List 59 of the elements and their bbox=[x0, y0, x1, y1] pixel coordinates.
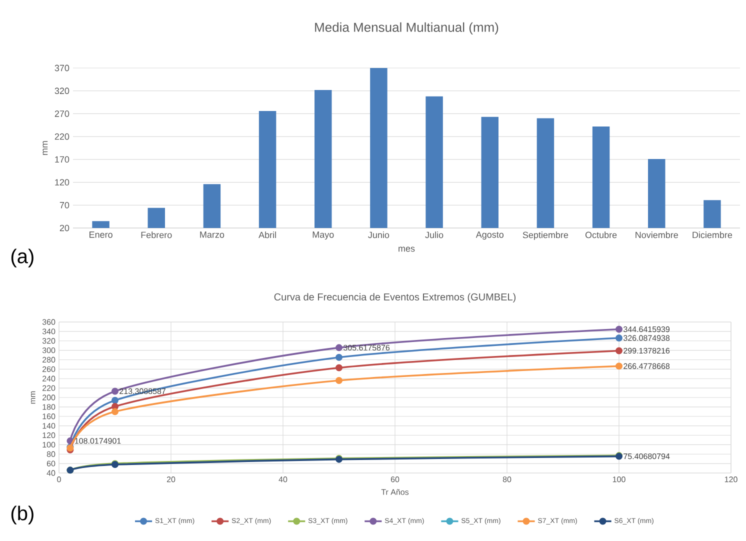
x-tick-label: Octubre bbox=[585, 232, 617, 238]
x-tick-label: 120 bbox=[724, 476, 738, 482]
data-label: 299.1378216 bbox=[624, 348, 670, 354]
data-label: 108.0174901 bbox=[75, 438, 121, 444]
y-tick-label: 220 bbox=[54, 133, 70, 140]
x-tick-label: Enero bbox=[90, 232, 112, 238]
x-tick-label: 40 bbox=[278, 476, 288, 482]
x-tick-label: Mayo bbox=[312, 232, 334, 240]
chart-title: Curva de Frecuencia de Eventos Extremos (GUMBEL) bbox=[274, 293, 516, 302]
y-tick-label: 270 bbox=[54, 110, 70, 117]
x-tick-label: 80 bbox=[502, 476, 512, 482]
y-tick-label: 140 bbox=[42, 422, 56, 429]
y-tick-label: 20 bbox=[60, 224, 70, 232]
y-axis-title: mm bbox=[30, 391, 36, 404]
x-tick-label: 60 bbox=[390, 476, 400, 482]
y-tick-label: 370 bbox=[54, 64, 70, 72]
chart-title: Media Mensual Multianual (mm) bbox=[315, 22, 498, 34]
y-tick-label: 120 bbox=[42, 432, 56, 438]
y-tick-label: 160 bbox=[42, 414, 56, 420]
y-tick-label: 300 bbox=[42, 347, 56, 354]
y-tick-label: 260 bbox=[42, 366, 56, 372]
x-axis-title: mes bbox=[398, 246, 415, 252]
data-label: 344.6415939 bbox=[624, 326, 670, 332]
y-tick-label: 320 bbox=[42, 338, 56, 344]
x-tick-label: Noviembre bbox=[636, 232, 678, 238]
x-tick-label: Abril bbox=[258, 232, 276, 238]
data-label: 305.6175876 bbox=[344, 344, 390, 351]
y-tick-label: 200 bbox=[42, 394, 56, 400]
y-tick-label: 180 bbox=[42, 404, 56, 410]
text: (b) bbox=[11, 506, 34, 524]
y-tick-label: 70 bbox=[60, 202, 70, 208]
y-tick-label: 40 bbox=[46, 470, 56, 476]
x-tick-label: Diciembre bbox=[692, 232, 732, 238]
x-tick-label: Septiembre bbox=[522, 232, 568, 240]
y-tick-label: 100 bbox=[42, 442, 56, 448]
x-tick-label: Junio bbox=[368, 232, 390, 238]
y-tick-label: 360 bbox=[42, 319, 56, 325]
y-tick-label: 120 bbox=[55, 179, 70, 186]
y-tick-label: 80 bbox=[46, 451, 56, 457]
y-tick-label: 340 bbox=[42, 328, 56, 334]
x-tick-label: Julio bbox=[425, 232, 444, 238]
x-tick-label: Marzo bbox=[200, 232, 224, 238]
y-tick-label: 60 bbox=[46, 460, 56, 466]
x-tick-label: 0 bbox=[57, 476, 61, 482]
y-tick-label: 240 bbox=[42, 376, 56, 382]
x-tick-label: Agosto bbox=[476, 232, 504, 240]
y-tick-label: 280 bbox=[42, 356, 56, 363]
data-label: 326.0874938 bbox=[624, 335, 670, 341]
text: (a) bbox=[11, 248, 34, 268]
data-label: 266.4778668 bbox=[624, 363, 670, 369]
y-tick-label: 320 bbox=[54, 88, 70, 94]
x-tick-label: Febrero bbox=[141, 232, 172, 238]
y-tick-label: 220 bbox=[42, 385, 56, 391]
y-axis-title: mm bbox=[42, 141, 48, 155]
data-label: 75.40680794 bbox=[624, 453, 670, 460]
y-tick-label: 170 bbox=[55, 156, 70, 163]
x-tick-label: 100 bbox=[612, 476, 626, 482]
x-axis-title: Tr Años bbox=[381, 489, 409, 495]
x-tick-label: 20 bbox=[166, 476, 176, 482]
